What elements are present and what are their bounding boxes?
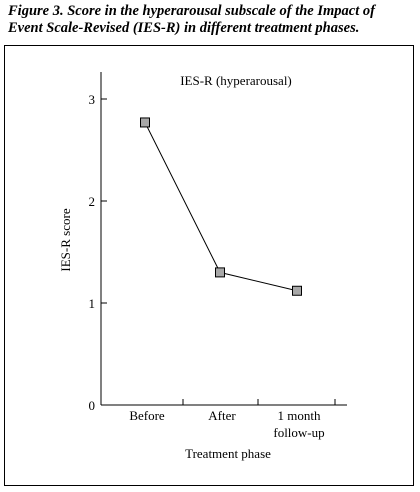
y-tick-label: 0: [89, 398, 96, 413]
figure-frame: [4, 45, 414, 486]
data-point-marker: [140, 117, 150, 128]
data-point-marker: [215, 267, 225, 278]
series-line: [144, 122, 298, 292]
y-tick-label: 3: [89, 92, 96, 107]
y-axis-label: IES-R score: [58, 208, 73, 271]
data-point-marker: [292, 285, 302, 296]
y-tick-label: 2: [89, 194, 96, 209]
x-tick-label: 1 month follow-up: [273, 408, 324, 440]
y-ticks: 0 1 2 3: [89, 92, 107, 413]
x-tick-label: After: [208, 408, 236, 423]
x-axis-label: Treatment phase: [185, 446, 271, 461]
chart-title: IES-R (hyperarousal): [180, 73, 292, 88]
series-group: [140, 117, 302, 296]
y-tick-label: 1: [89, 296, 96, 311]
figure-caption: Figure 3. Score in the hyperarousal subs…: [8, 3, 375, 36]
x-tick-label: Before: [129, 408, 165, 423]
x-ticks: Before After 1 month follow-up: [129, 399, 336, 440]
